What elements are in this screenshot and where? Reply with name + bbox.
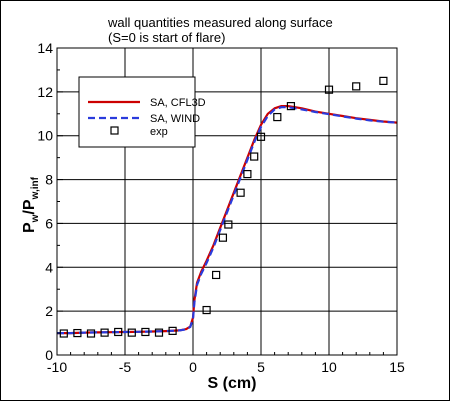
y-tick-label: 4 [45, 259, 53, 275]
chart-title: wall quantities measured along surface [107, 15, 333, 30]
exp-data-point [202, 305, 211, 315]
exp-data-point [224, 220, 233, 229]
exp-data-point [127, 328, 136, 337]
y-tick-label: 8 [45, 172, 53, 188]
x-tick-label: -5 [119, 359, 132, 375]
exp-data-point [243, 169, 252, 179]
legend-label-wind: SA, WIND [150, 113, 200, 125]
exp-data-point [59, 329, 68, 338]
exp-data-point [218, 233, 228, 242]
y-axis-label-mid: /P [21, 199, 38, 214]
legend-label-cfl3d: SA, CFL3D [150, 97, 206, 109]
exp-data-point [73, 328, 82, 338]
exp-data-point [154, 328, 164, 337]
exp-data-point [379, 76, 388, 85]
exp-data-point [141, 327, 150, 337]
x-axis-label: S (cm) [208, 375, 257, 392]
exp-data-point [212, 270, 221, 280]
y-tick-label: 14 [37, 40, 53, 56]
y-tick-label: 2 [45, 303, 53, 319]
y-tick-label: 12 [37, 84, 53, 100]
y-axis-label-sub1: w [30, 214, 41, 223]
exp-data-point [286, 102, 296, 111]
exp-data-point [250, 152, 259, 161]
series-layer [57, 76, 398, 338]
series-line-sa-wind [57, 106, 398, 335]
x-tick-label: 15 [389, 359, 405, 375]
y-tick-label: 6 [45, 215, 53, 231]
legend: SA, CFL3D SA, WIND exp [78, 76, 206, 148]
legend-box [78, 76, 196, 148]
x-tick-label: 10 [321, 359, 337, 375]
x-tick-label: 5 [257, 359, 265, 375]
exp-data-point [86, 329, 96, 338]
exp-data-point [256, 132, 266, 141]
exp-data-point [168, 326, 177, 335]
legend-label-exp: exp [150, 126, 168, 138]
y-tick-label: 10 [37, 128, 53, 144]
axis-ticks: -10 -5 0 5 10 15 0 2 4 6 8 10 12 14 [37, 40, 405, 375]
exp-data-point [324, 85, 334, 94]
exp-data-point [114, 327, 123, 337]
y-tick-label: 0 [45, 347, 53, 363]
y-axis-label-sub2: w,inf [30, 176, 41, 200]
chart-subtitle: (S=0 is start of flare) [108, 30, 225, 45]
x-tick-label: 0 [189, 359, 197, 375]
y-axis-label-main: P [21, 222, 38, 233]
exp-data-point [236, 188, 245, 197]
exp-data-point [352, 82, 361, 91]
grid [57, 48, 397, 355]
x-tick-label: -10 [47, 359, 67, 375]
exp-data-point [273, 112, 282, 122]
exp-data-point [100, 328, 109, 337]
legend-marker-exp [110, 126, 119, 135]
y-axis-label: Pw/Pw,inf [21, 176, 41, 233]
